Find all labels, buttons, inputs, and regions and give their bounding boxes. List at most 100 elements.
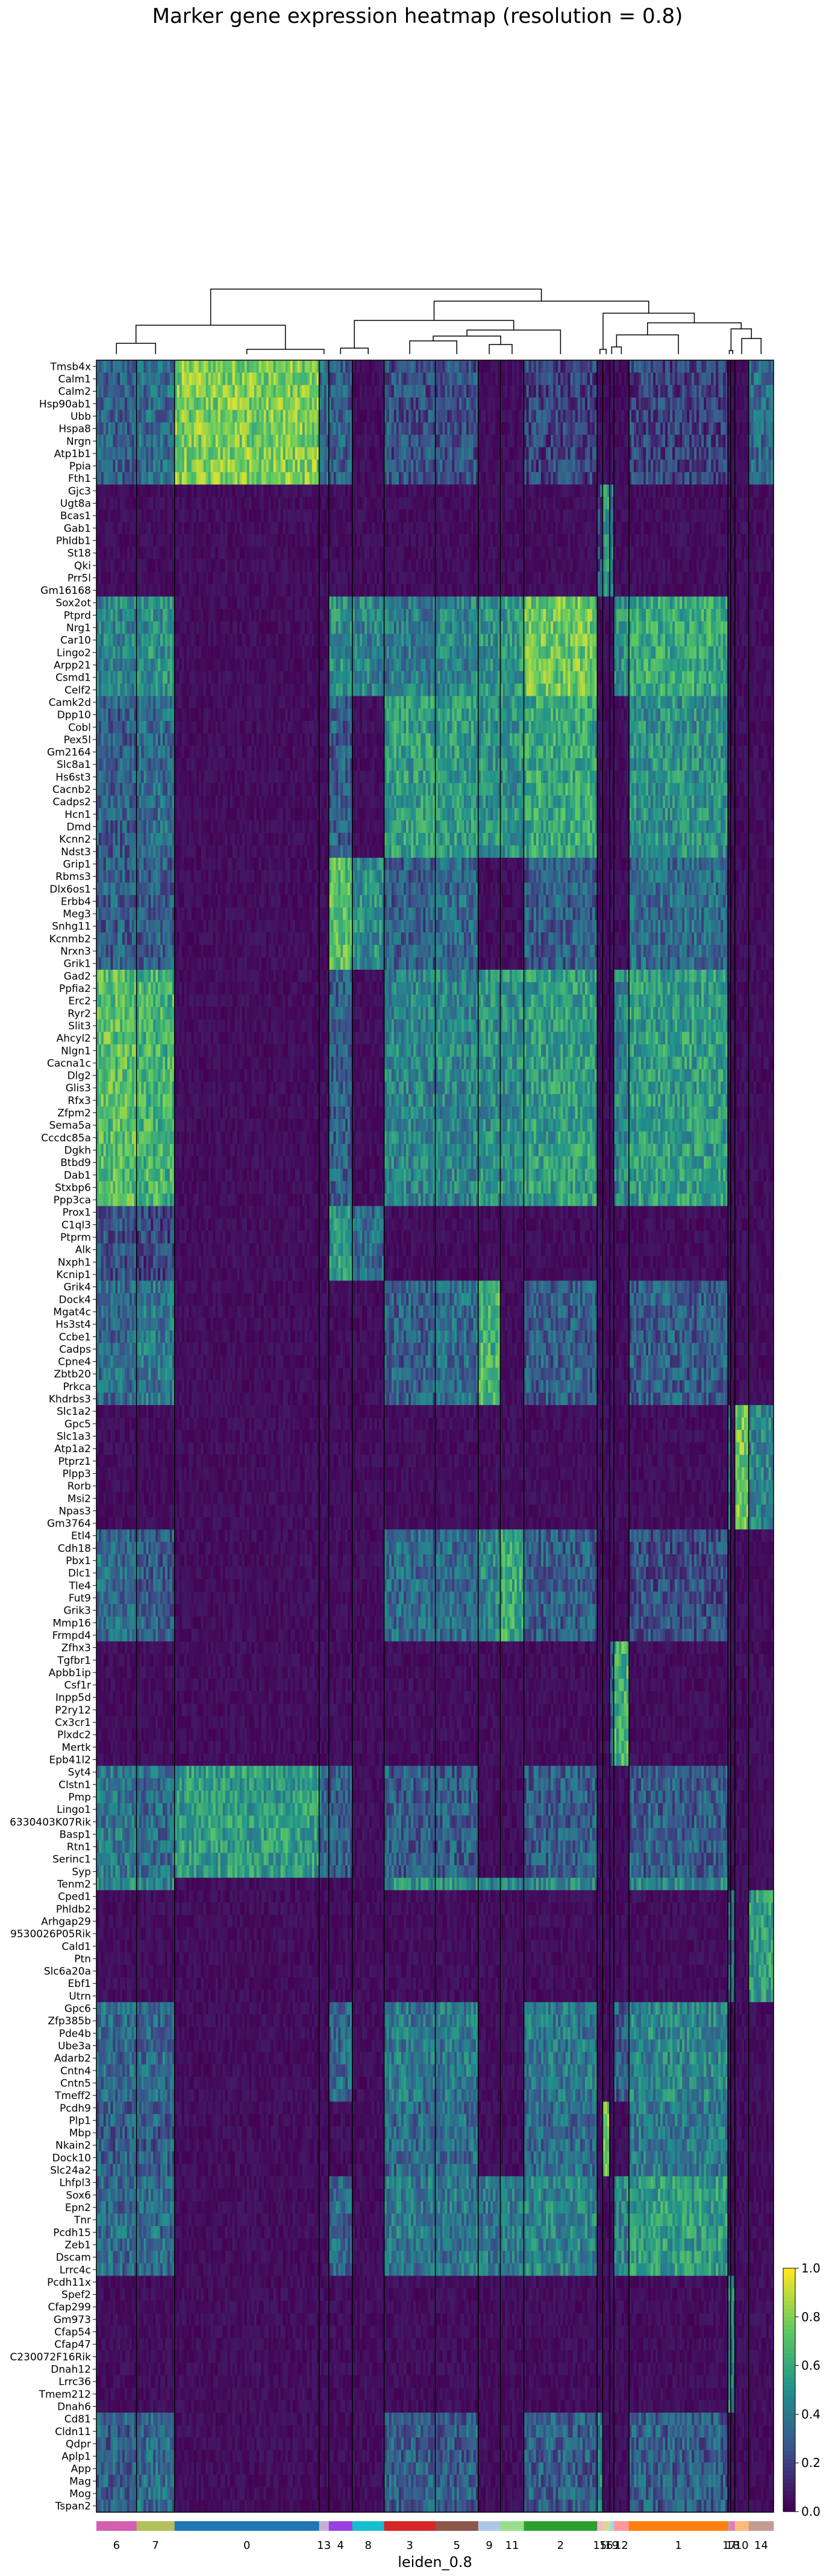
heatmap-cell	[680, 385, 683, 398]
heatmap-cell	[357, 448, 360, 460]
heatmap-cell	[416, 435, 419, 448]
heatmap-cell	[486, 360, 489, 373]
heatmap-cell	[399, 398, 402, 410]
heatmap-cell	[541, 398, 544, 410]
heatmap-cell	[155, 410, 158, 423]
heatmap-cell	[546, 448, 549, 460]
heatmap-cell	[527, 373, 530, 385]
heatmap-cell	[148, 422, 151, 435]
heatmap-cell	[514, 360, 518, 373]
heatmap-cell	[357, 398, 360, 410]
heatmap-cell	[367, 373, 370, 385]
heatmap-cell	[474, 398, 477, 410]
heatmap-cell	[192, 360, 195, 373]
heatmap-cell	[155, 398, 158, 410]
heatmap-cell	[130, 460, 133, 472]
heatmap-cell	[568, 398, 571, 410]
heatmap-cell	[122, 410, 125, 423]
heatmap-cell	[706, 435, 709, 448]
heatmap-cell	[534, 398, 537, 410]
heatmap-cell	[658, 373, 661, 385]
heatmap-cell	[616, 435, 619, 448]
heatmap-cell	[170, 373, 173, 385]
heatmap-cell	[648, 385, 651, 398]
heatmap-cell	[469, 410, 472, 423]
heatmap-cell	[264, 435, 267, 448]
heatmap-cell	[512, 373, 515, 385]
heatmap-cell	[421, 373, 424, 385]
heatmap-cell	[163, 410, 166, 423]
heatmap-cell	[621, 373, 624, 385]
heatmap-cell	[571, 422, 574, 435]
heatmap-cell	[199, 435, 202, 448]
heatmap-cell	[211, 422, 214, 435]
heatmap-cell	[634, 373, 637, 385]
heatmap-cell	[531, 398, 534, 410]
heatmap-cell	[687, 410, 690, 423]
heatmap-cell	[108, 460, 111, 472]
heatmap-cell	[165, 435, 168, 448]
heatmap-cell	[418, 422, 421, 435]
heatmap-cell	[452, 385, 455, 398]
heatmap-cell	[120, 435, 123, 448]
heatmap-cell	[148, 360, 151, 373]
heatmap-cell	[739, 360, 742, 373]
heatmap-cell	[624, 398, 627, 410]
heatmap-cell	[271, 398, 274, 410]
heatmap-cell	[146, 385, 149, 398]
heatmap-cell	[274, 422, 277, 435]
heatmap-cell	[641, 385, 644, 398]
heatmap-cell	[106, 435, 109, 448]
heatmap-cell	[769, 385, 772, 398]
heatmap-cell	[684, 398, 687, 410]
heatmap-cell	[536, 385, 539, 398]
heatmap-cell	[449, 373, 452, 385]
heatmap-cell	[132, 448, 135, 460]
heatmap-cell	[113, 360, 116, 373]
heatmap-cell	[716, 448, 719, 460]
heatmap-cell	[682, 385, 685, 398]
heatmap-cell	[723, 373, 726, 385]
heatmap-cell	[708, 398, 711, 410]
heatmap-cell	[211, 448, 214, 460]
heatmap-cell	[146, 410, 149, 423]
heatmap-cell	[192, 448, 195, 460]
heatmap-cell	[541, 385, 544, 398]
heatmap-cell	[684, 410, 687, 423]
heatmap-cell	[245, 422, 248, 435]
heatmap-cell	[237, 398, 240, 410]
heatmap-cell	[592, 410, 595, 423]
heatmap-cell	[721, 373, 724, 385]
heatmap-cell	[108, 448, 111, 460]
heatmap-cell	[548, 410, 551, 423]
heatmap-cell	[587, 398, 590, 410]
heatmap-cell	[167, 360, 170, 373]
heatmap-cell	[517, 398, 520, 410]
heatmap-cell	[682, 360, 685, 373]
heatmap-cell	[440, 422, 443, 435]
heatmap-cell	[187, 448, 190, 460]
heatmap-cell	[101, 460, 104, 472]
heatmap-cell	[293, 385, 296, 398]
heatmap-cell	[180, 373, 183, 385]
heatmap-cell	[108, 410, 111, 423]
heatmap-cell	[597, 373, 600, 385]
heatmap-cell	[194, 373, 197, 385]
heatmap-cell	[682, 422, 685, 435]
heatmap-cell	[466, 422, 469, 435]
heatmap-cell	[148, 385, 151, 398]
heatmap-cell	[158, 422, 161, 435]
heatmap-cell	[132, 385, 135, 398]
heatmap-cell	[396, 422, 399, 435]
heatmap-cell	[621, 435, 624, 448]
heatmap-cell	[411, 435, 414, 448]
heatmap-cell	[237, 360, 240, 373]
heatmap-cell	[192, 398, 195, 410]
heatmap-cell	[605, 360, 607, 373]
heatmap-cell	[340, 422, 343, 435]
heatmap-cell	[486, 422, 489, 435]
heatmap-cell	[543, 422, 546, 435]
heatmap-cell	[208, 410, 211, 423]
heatmap-cell	[536, 398, 539, 410]
heatmap-cell	[425, 435, 428, 448]
